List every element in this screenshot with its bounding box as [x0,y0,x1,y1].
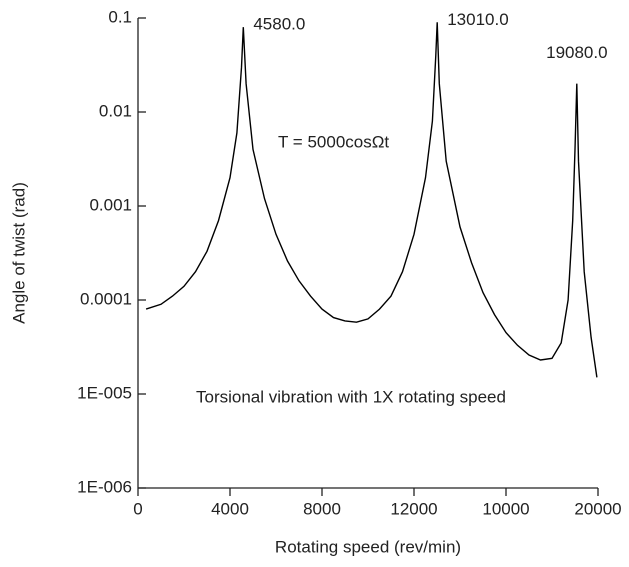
peak-label: 19080.0 [546,43,607,62]
y-tick-label: 0.0001 [80,289,132,308]
x-tick-label: 12000 [390,499,437,518]
x-tick-label: 0 [133,499,142,518]
y-tick-label: 0.1 [108,7,132,26]
x-axis-label: Rotating speed (rev/min) [275,537,461,556]
peak-label: 4580.0 [253,15,305,34]
x-tick-label: 4000 [211,499,249,518]
annotation: T = 5000cosΩt [278,132,389,151]
x-tick-label: 20000 [574,499,621,518]
annotation: Torsional vibration with 1X rotating spe… [196,387,506,406]
y-tick-label: 0.001 [89,195,132,214]
line [145,22,598,378]
x-tick-label: 8000 [303,499,341,518]
y-tick-label: 1E-005 [77,383,132,402]
y-axis-label: Angle of twist (rad) [9,182,28,324]
y-tick-label: 0.01 [99,101,132,120]
x-tick-label: 10000 [482,499,529,518]
y-tick-label: 1E-006 [77,477,132,496]
peak-label: 13010.0 [447,10,508,29]
